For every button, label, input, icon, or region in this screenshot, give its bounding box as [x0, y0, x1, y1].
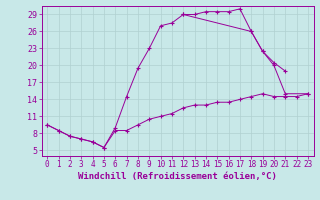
X-axis label: Windchill (Refroidissement éolien,°C): Windchill (Refroidissement éolien,°C) [78, 172, 277, 181]
